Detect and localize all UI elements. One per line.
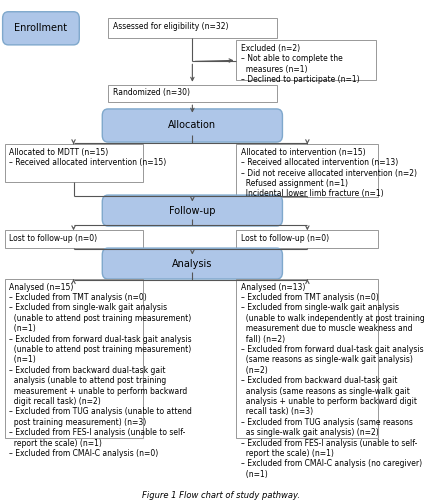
FancyBboxPatch shape xyxy=(4,144,142,182)
Text: Figure 1 Flow chart of study pathway.: Figure 1 Flow chart of study pathway. xyxy=(142,490,299,500)
FancyBboxPatch shape xyxy=(3,12,79,45)
FancyBboxPatch shape xyxy=(236,144,378,198)
FancyBboxPatch shape xyxy=(236,230,378,248)
Text: Lost to follow-up (n=0): Lost to follow-up (n=0) xyxy=(9,234,97,243)
Text: Excluded (n=2)
– Not able to complete the
  measures (n=1)
– Declined to partici: Excluded (n=2) – Not able to complete th… xyxy=(241,44,360,84)
Text: Analysed (n=15)
– Excluded from TMT analysis (n=0)
– Excluded from single-walk g: Analysed (n=15) – Excluded from TMT anal… xyxy=(9,282,192,458)
Text: Analysis: Analysis xyxy=(172,258,213,268)
Text: Randomized (n=30): Randomized (n=30) xyxy=(112,88,190,97)
Text: Enrollment: Enrollment xyxy=(15,24,67,34)
FancyBboxPatch shape xyxy=(102,195,282,226)
Text: Allocated to MDTT (n=15)
– Received allocated intervention (n=15): Allocated to MDTT (n=15) – Received allo… xyxy=(9,148,166,167)
FancyBboxPatch shape xyxy=(108,84,277,102)
Text: Assessed for eligibility (n=32): Assessed for eligibility (n=32) xyxy=(112,22,228,31)
FancyBboxPatch shape xyxy=(236,40,376,80)
Text: Lost to follow-up (n=0): Lost to follow-up (n=0) xyxy=(241,234,329,243)
FancyBboxPatch shape xyxy=(108,18,277,38)
FancyBboxPatch shape xyxy=(4,279,142,438)
FancyBboxPatch shape xyxy=(102,109,282,142)
FancyBboxPatch shape xyxy=(236,279,378,438)
FancyBboxPatch shape xyxy=(4,230,142,248)
Text: Allocated to intervention (n=15)
– Received allocated intervention (n=13)
– Did : Allocated to intervention (n=15) – Recei… xyxy=(241,148,417,198)
Text: Allocation: Allocation xyxy=(168,120,217,130)
FancyBboxPatch shape xyxy=(102,248,282,279)
Text: Analysed (n=13)
– Excluded from TMT analysis (n=0)
– Excluded from single-walk g: Analysed (n=13) – Excluded from TMT anal… xyxy=(241,282,425,479)
Text: Follow-up: Follow-up xyxy=(169,206,216,216)
